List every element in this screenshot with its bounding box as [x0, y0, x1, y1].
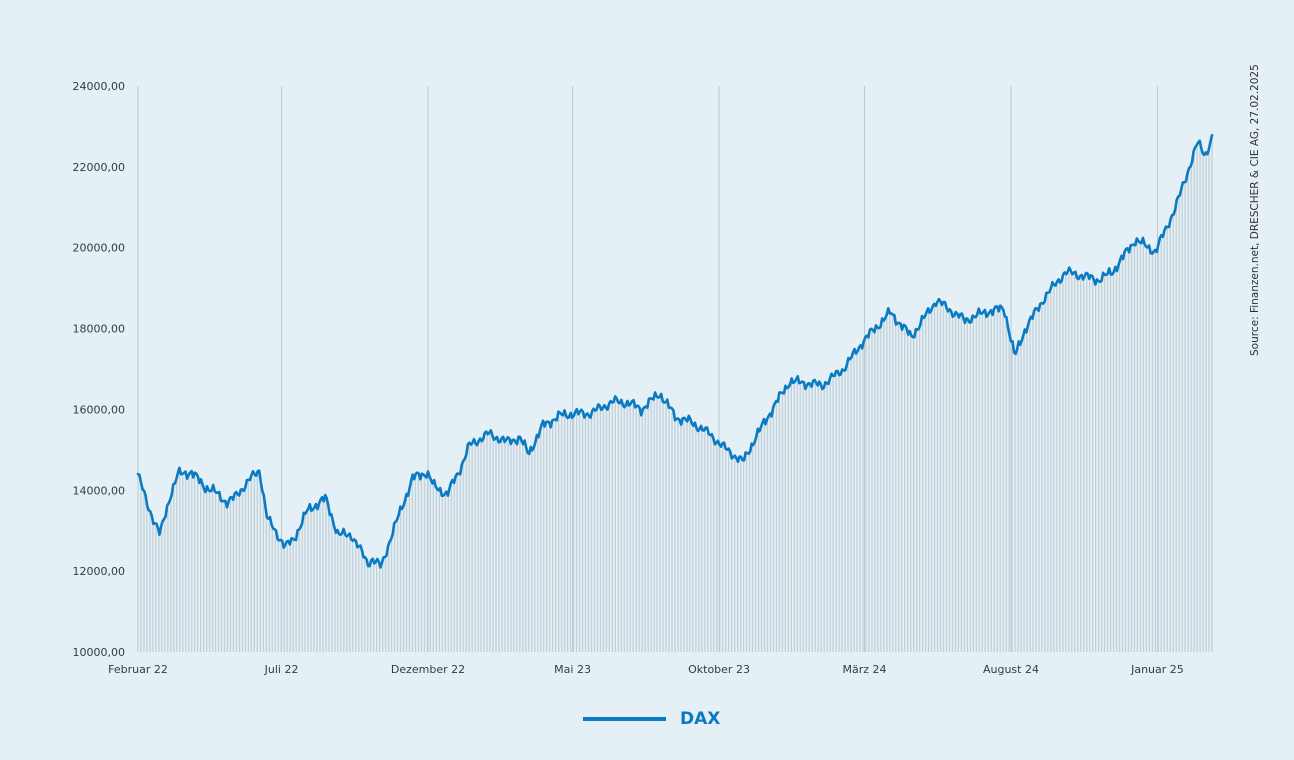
y-tick-label: 20000,00 [73, 242, 126, 255]
grid-layer [137, 86, 1158, 652]
x-tick-label: Dezember 22 [391, 663, 465, 676]
legend-label-dax: DAX [680, 709, 720, 729]
y-tick-label: 12000,00 [73, 565, 126, 578]
x-tick-label: Januar 25 [1130, 663, 1184, 676]
y-tick-label: 24000,00 [73, 80, 126, 93]
y-tick-label: 22000,00 [73, 161, 126, 174]
x-tick-label: Juli 22 [264, 663, 299, 676]
x-tick-label: Februar 22 [108, 663, 168, 676]
y-tick-label: 16000,00 [73, 403, 126, 416]
x-axis: Februar 22 Juli 22 Dezember 22 Mai 23 Oktobe… [108, 663, 1184, 676]
y-tick-label: 18000,00 [73, 323, 126, 336]
area-fill-bars [137, 138, 1213, 652]
y-axis: 10000,00 12000,00 14000,00 16000,00 18000,00… [73, 80, 126, 659]
y-tick-label: 10000,00 [73, 646, 126, 659]
x-tick-label: Oktober 23 [688, 663, 750, 676]
x-tick-label: März 24 [843, 663, 887, 676]
y-tick-label: 14000,00 [73, 484, 126, 497]
series-line-layer [136, 133, 1214, 569]
source-note: Source: Finanzen.net, DRESCHER & CIE AG,… [1249, 64, 1261, 356]
series-line-dax [136, 133, 1214, 569]
x-tick-label: Mai 23 [554, 663, 591, 676]
legend: DAX [583, 709, 720, 729]
x-tick-label: August 24 [983, 663, 1039, 676]
